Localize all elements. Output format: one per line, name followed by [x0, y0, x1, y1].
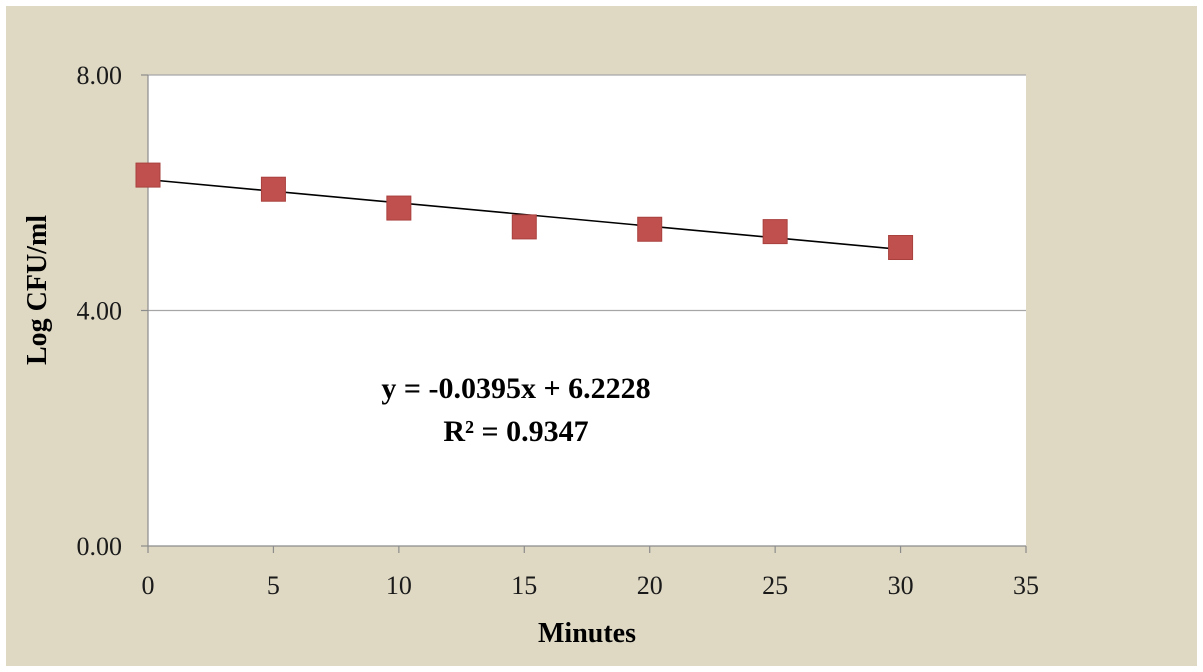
data-point [386, 195, 412, 221]
x-tick-label: 10 [386, 571, 412, 600]
data-point [135, 162, 161, 188]
y-tick-label: 0.00 [77, 532, 123, 561]
data-point [888, 235, 914, 261]
x-tick-label: 5 [267, 571, 280, 600]
x-axis-title: Minutes [538, 618, 636, 649]
x-tick-label: 0 [142, 571, 155, 600]
x-tick-label: 15 [511, 571, 537, 600]
data-point [511, 214, 537, 240]
data-point [762, 219, 788, 245]
r-squared-label: R² = 0.9347 [443, 415, 588, 448]
y-tick-labels: 0.00 4.00 8.00 [77, 61, 123, 561]
x-tick-label: 30 [888, 571, 914, 600]
x-tick-label: 20 [637, 571, 663, 600]
data-point [260, 176, 286, 202]
x-tick-label: 35 [1013, 571, 1039, 600]
x-tick-label: 25 [762, 571, 788, 600]
gridlines [148, 74, 1026, 312]
data-point [637, 216, 663, 242]
y-tick-label: 4.00 [77, 297, 123, 326]
x-tick-labels: 0 5 10 15 20 25 30 35 [142, 571, 1040, 600]
data-points [135, 162, 914, 261]
trendline-equation: y = -0.0395x + 6.2228 [381, 372, 650, 405]
y-tick-label: 8.00 [77, 61, 123, 90]
y-axis-title: Log CFU/ml [22, 215, 53, 365]
axes [141, 74, 1027, 553]
